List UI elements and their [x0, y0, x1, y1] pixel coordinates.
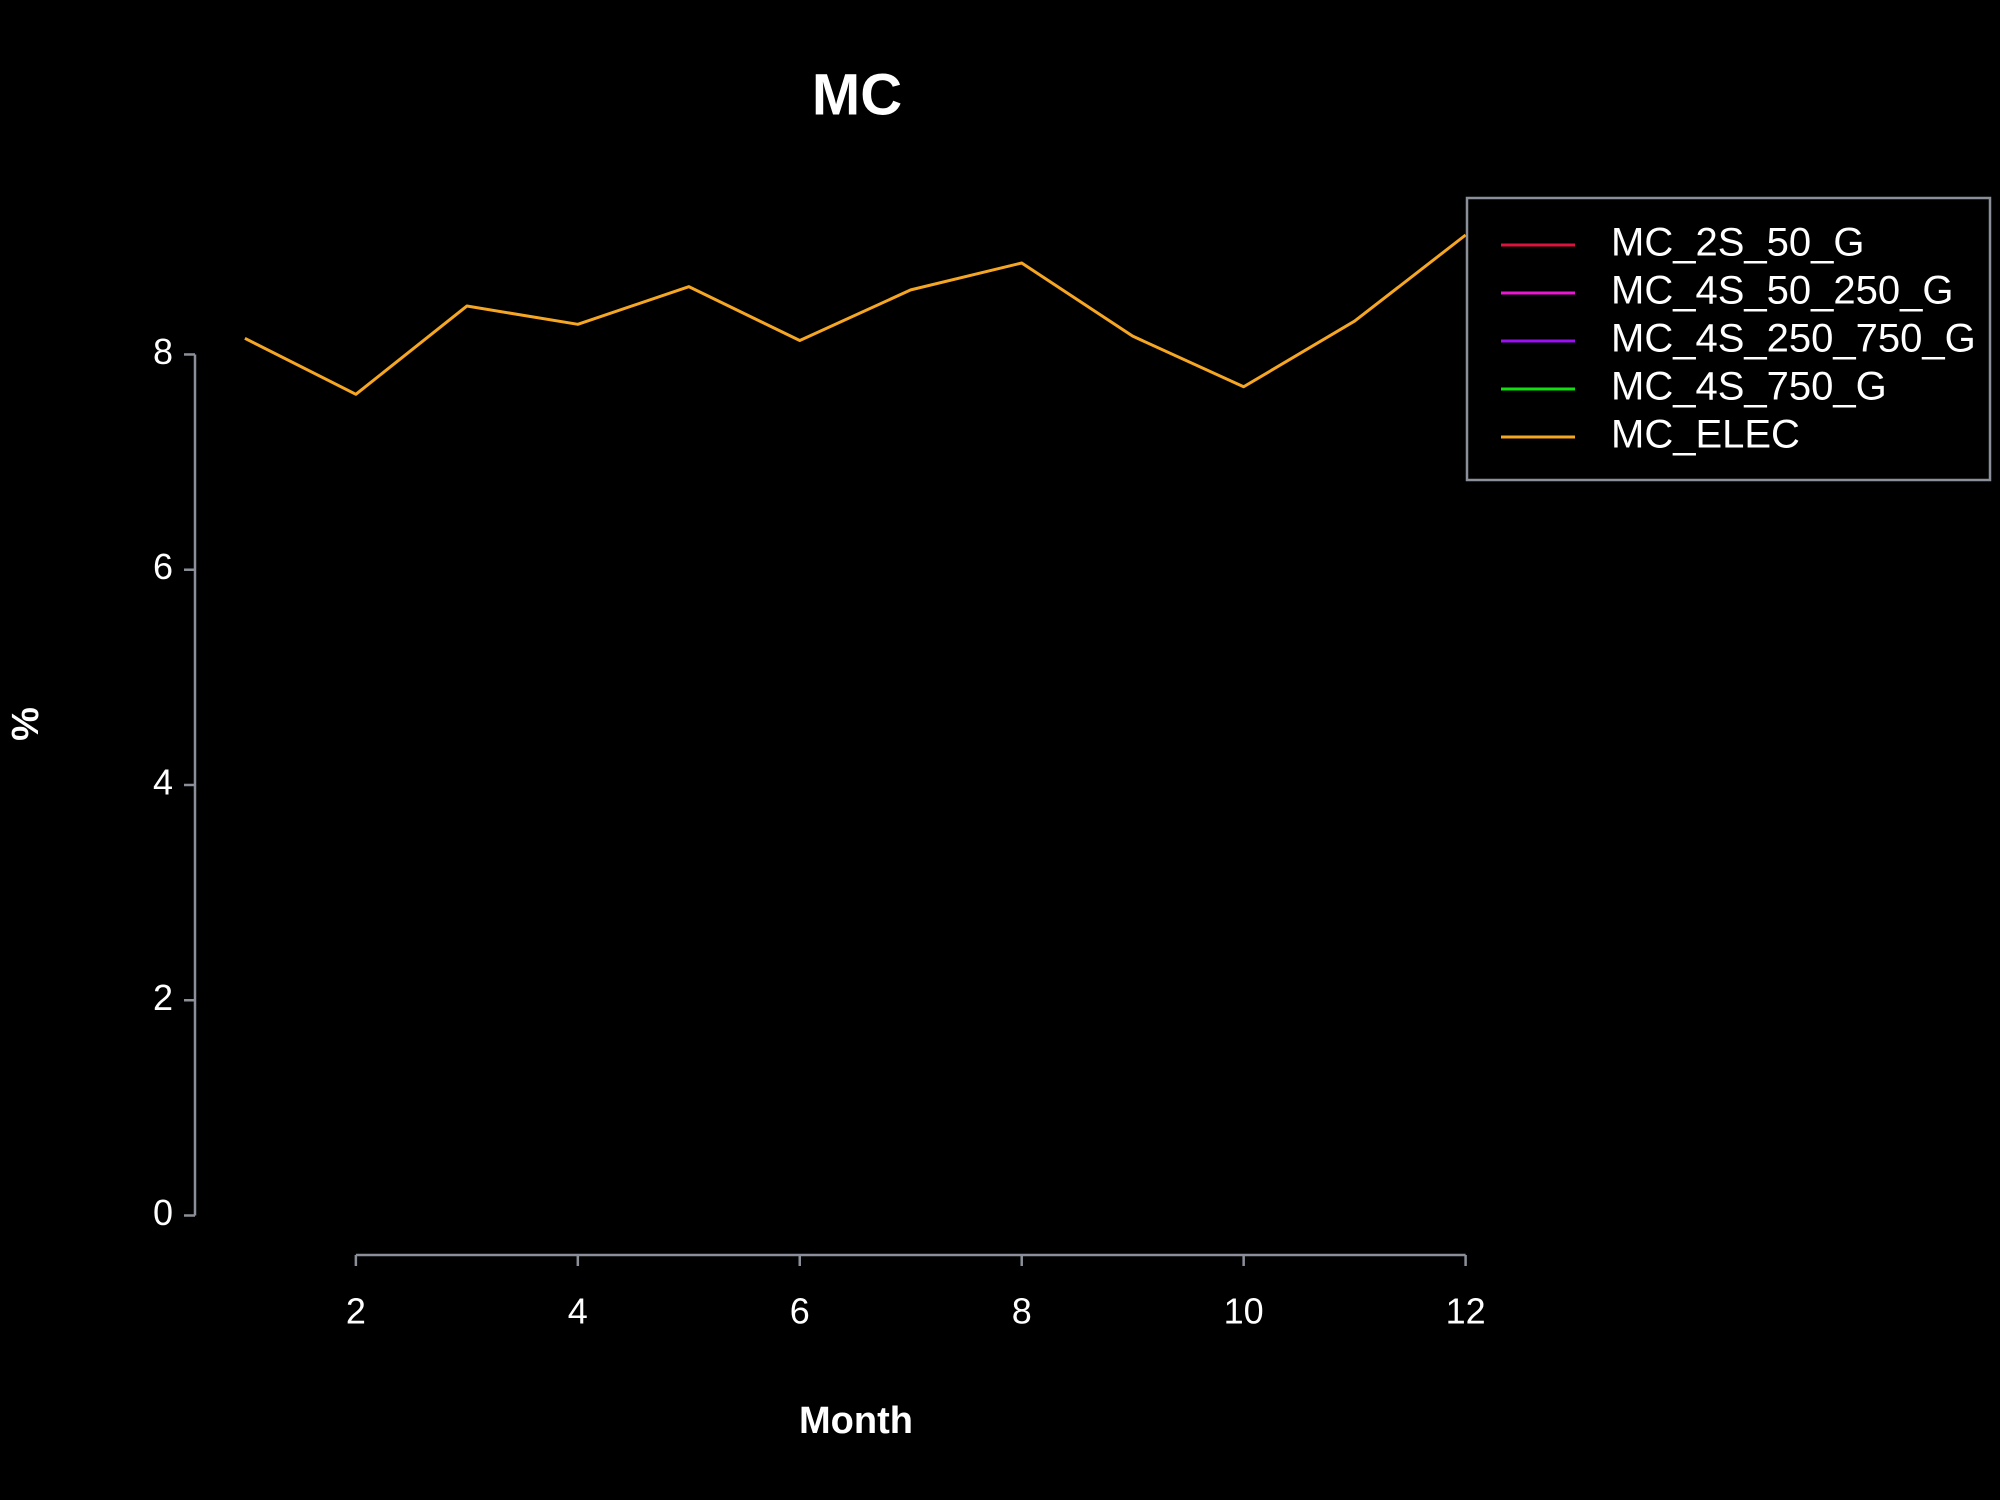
legend-label: MC_4S_750_G	[1611, 365, 1887, 409]
x-axis-label: Month	[799, 1400, 913, 1442]
x-tick-label: 8	[1012, 1291, 1032, 1332]
x-tick-label: 6	[790, 1291, 810, 1332]
y-tick-label: 0	[153, 1192, 173, 1233]
chart-title: MC	[812, 62, 902, 127]
legend-label: MC_4S_250_750_G	[1611, 317, 1976, 361]
x-tick-label: 12	[1446, 1291, 1486, 1332]
data-line	[244, 233, 1467, 396]
y-tick-label: 8	[153, 331, 173, 372]
legend-label: MC_2S_50_G	[1611, 221, 1864, 265]
y-tick-label: 6	[153, 546, 173, 587]
y-axis-label: %	[5, 707, 47, 741]
legend-label: MC_4S_50_250_G	[1611, 269, 1953, 313]
legend-label: MC_ELEC	[1611, 413, 1800, 457]
x-tick-label: 2	[346, 1291, 366, 1332]
y-tick-label: 2	[153, 977, 173, 1018]
y-tick-label: 4	[153, 761, 173, 802]
x-tick-label: 10	[1224, 1291, 1264, 1332]
x-tick-label: 4	[568, 1291, 588, 1332]
